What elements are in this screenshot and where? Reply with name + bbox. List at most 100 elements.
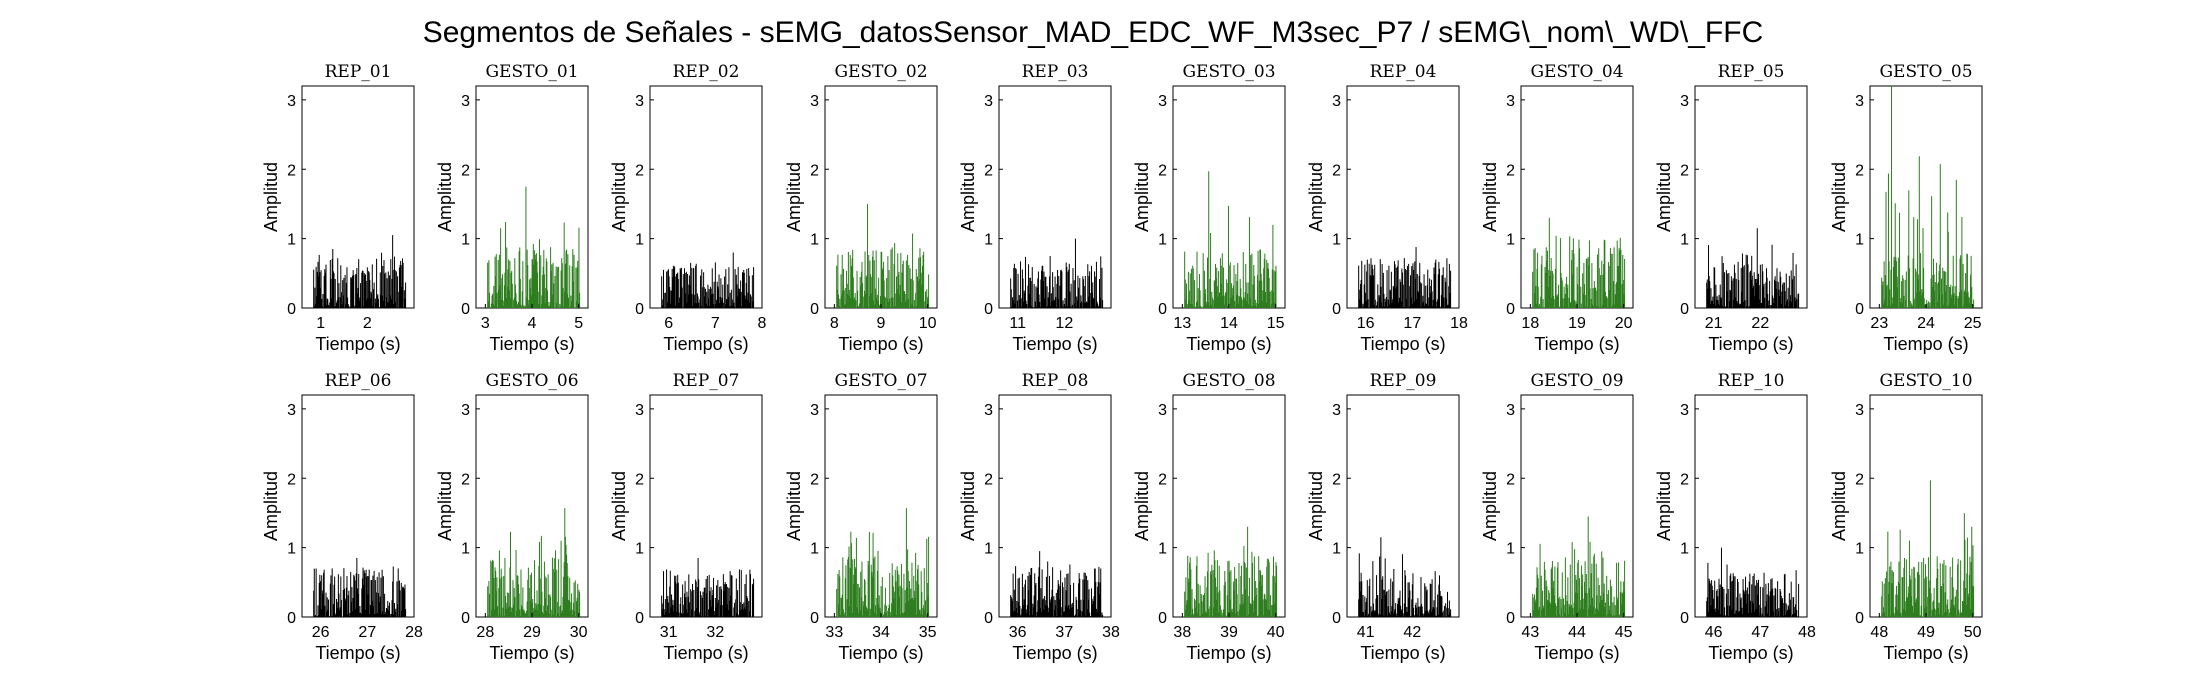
x-tick-label: 38 [1102, 624, 1120, 641]
y-tick-label: 1 [287, 232, 296, 249]
y-axis-label: Amplitud [609, 471, 629, 541]
y-tick-label: 2 [461, 162, 470, 179]
axes-frame [301, 394, 415, 618]
x-tick-label: 15 [1267, 315, 1285, 332]
subplot-title: REP_08 [1022, 371, 1089, 391]
x-axis-label: Tiempo (s) [1360, 334, 1445, 354]
x-tick-label: 48 [1798, 624, 1816, 641]
axes-frame [1346, 394, 1460, 618]
y-axis-label: Amplitud [1654, 471, 1674, 541]
y-tick-label: 2 [810, 162, 819, 179]
subplot-rep-06: REP_06 0 1 2 3 26 27 28 Tiempo (s) Amplitud [261, 371, 423, 663]
x-axis-label: Tiempo (s) [1012, 643, 1097, 663]
subplot-rep-05: REP_05 0 1 2 3 21 22 Tiempo (s) Amplitud [1654, 62, 1808, 354]
y-tick-label: 1 [1158, 232, 1167, 249]
subplot-gesto-08: GESTO_08 0 1 2 3 38 39 40 Tiempo (s) Amplitud [1132, 371, 1286, 663]
y-tick-label: 2 [461, 471, 470, 488]
subplot-title: REP_05 [1718, 62, 1785, 82]
y-tick-label: 3 [810, 402, 819, 419]
signal-trace [313, 558, 407, 617]
axes-frame [1694, 85, 1808, 309]
x-tick-label: 35 [919, 624, 937, 641]
y-tick-label: 2 [1855, 471, 1864, 488]
y-axis-label: Amplitud [784, 471, 804, 541]
y-tick-label: 1 [1332, 232, 1341, 249]
y-axis-label: Amplitud [261, 471, 281, 541]
y-tick-label: 3 [1506, 402, 1515, 419]
y-tick-label: 0 [984, 301, 993, 318]
signal-trace [1532, 217, 1626, 308]
x-tick-label: 5 [574, 315, 583, 332]
x-tick-label: 10 [919, 315, 937, 332]
y-tick-label: 3 [635, 402, 644, 419]
subplot-title: REP_06 [325, 371, 392, 391]
subplot-gesto-03: GESTO_03 0 1 2 3 13 14 15 Tiempo (s) Amplitud [1132, 62, 1286, 354]
x-tick-label: 39 [1220, 624, 1238, 641]
y-tick-label: 2 [287, 162, 296, 179]
x-axis-label: Tiempo (s) [838, 334, 923, 354]
x-tick-label: 11 [1009, 315, 1026, 332]
subplot-gesto-04: GESTO_04 0 1 2 3 18 19 20 Tiempo (s) Amplitud [1480, 62, 1634, 354]
x-tick-label: 1 [316, 315, 325, 332]
signal-trace [487, 186, 581, 308]
subplot-rep-09: REP_09 0 1 2 3 41 42 Tiempo (s) Amplitud [1306, 371, 1460, 663]
subplot-title: REP_07 [673, 371, 740, 391]
y-axis-label: Amplitud [1829, 471, 1849, 541]
x-tick-label: 37 [1055, 624, 1073, 641]
chart-title: Segmentos de Señales - sEMG_datosSensor_… [423, 16, 1764, 49]
signal-trace [313, 235, 407, 308]
subplot-rep-04: REP_04 0 1 2 3 16 17 18 Tiempo (s) Amplitud [1306, 62, 1468, 354]
y-axis-label: Amplitud [958, 471, 978, 541]
x-tick-label: 36 [1009, 624, 1027, 641]
y-axis-label: Amplitud [261, 162, 281, 232]
y-tick-label: 0 [1680, 301, 1689, 318]
y-tick-label: 1 [1680, 541, 1689, 558]
y-tick-label: 1 [1506, 541, 1515, 558]
x-axis-label: Tiempo (s) [315, 334, 400, 354]
y-tick-label: 1 [635, 541, 644, 558]
subplot-title: GESTO_01 [485, 62, 578, 82]
subplot-title: GESTO_02 [834, 62, 927, 82]
y-tick-label: 0 [635, 610, 644, 627]
y-tick-label: 0 [1332, 301, 1341, 318]
y-axis-label: Amplitud [609, 162, 629, 232]
y-tick-label: 1 [461, 232, 470, 249]
x-tick-label: 25 [1964, 315, 1982, 332]
x-tick-label: 2 [363, 315, 372, 332]
signal-trace [1010, 551, 1104, 617]
y-tick-label: 1 [810, 541, 819, 558]
y-axis-label: Amplitud [1480, 162, 1500, 232]
y-tick-label: 2 [635, 162, 644, 179]
x-tick-label: 31 [660, 624, 678, 641]
y-tick-label: 2 [635, 471, 644, 488]
x-axis-label: Tiempo (s) [1186, 334, 1271, 354]
y-tick-label: 1 [1332, 541, 1341, 558]
x-axis-label: Tiempo (s) [663, 643, 748, 663]
y-axis-label: Amplitud [1306, 162, 1326, 232]
y-tick-label: 3 [1506, 93, 1515, 110]
y-tick-label: 1 [1158, 541, 1167, 558]
y-tick-label: 3 [461, 402, 470, 419]
subplot-title: GESTO_05 [1879, 62, 1972, 82]
y-axis-label: Amplitud [1306, 471, 1326, 541]
x-tick-label: 44 [1568, 624, 1586, 641]
subplot-gesto-09: GESTO_09 0 1 2 3 43 44 45 Tiempo (s) Amplitud [1480, 371, 1634, 663]
x-tick-label: 32 [706, 624, 724, 641]
y-tick-label: 1 [635, 232, 644, 249]
y-tick-label: 0 [810, 301, 819, 318]
y-tick-label: 0 [1855, 610, 1864, 627]
y-tick-label: 2 [1158, 162, 1167, 179]
x-tick-label: 48 [1870, 624, 1888, 641]
x-tick-label: 45 [1615, 624, 1633, 641]
x-axis-label: Tiempo (s) [1534, 643, 1619, 663]
y-tick-label: 0 [1158, 610, 1167, 627]
x-tick-label: 13 [1173, 315, 1191, 332]
x-tick-label: 20 [1615, 315, 1633, 332]
x-tick-label: 27 [358, 624, 376, 641]
y-tick-label: 0 [1332, 610, 1341, 627]
y-axis-label: Amplitud [1132, 162, 1152, 232]
